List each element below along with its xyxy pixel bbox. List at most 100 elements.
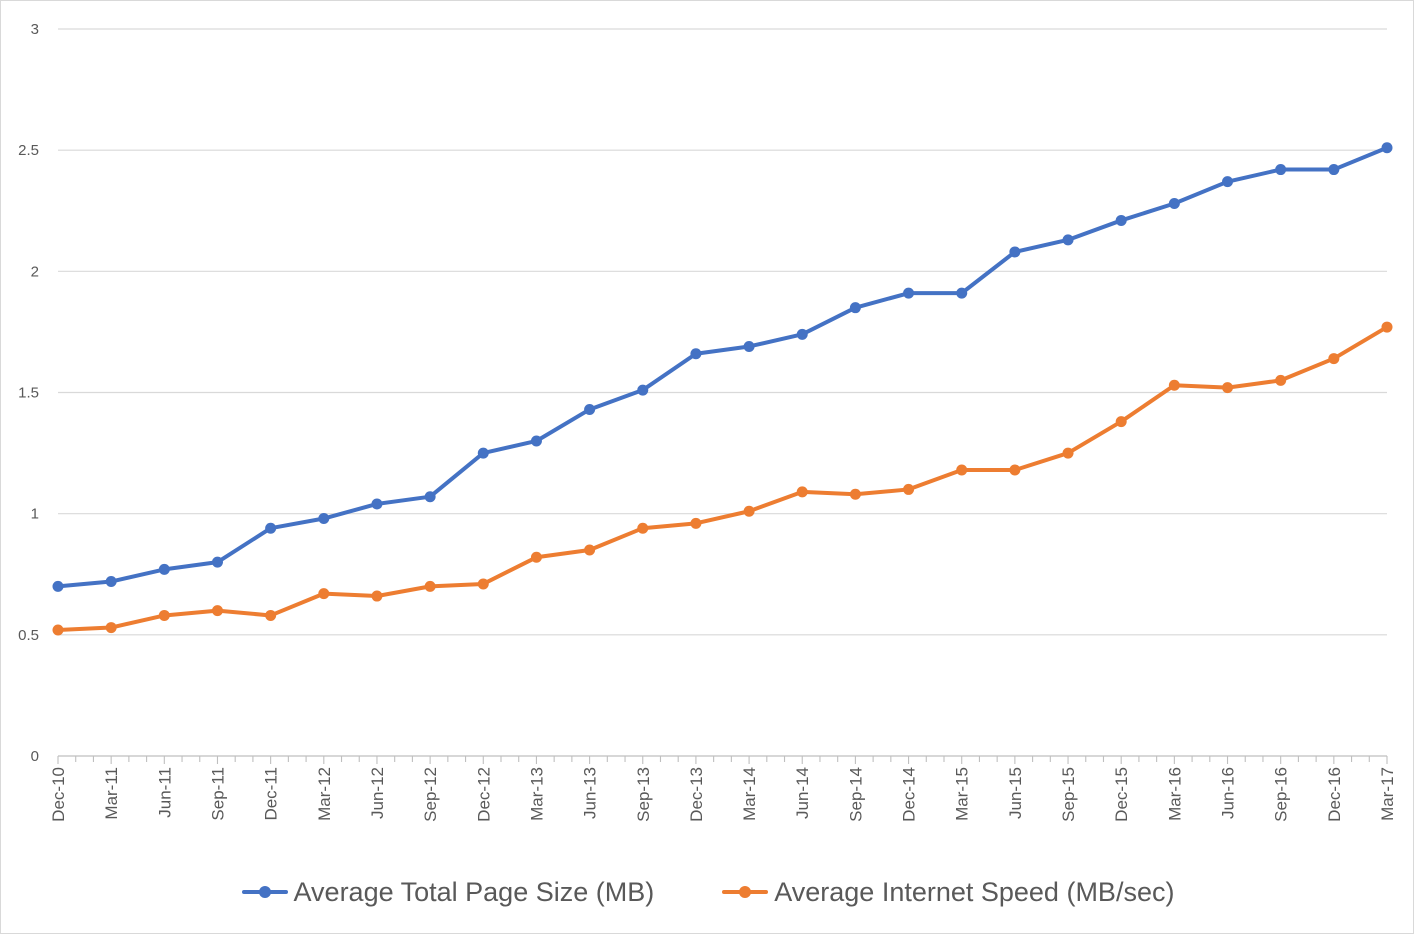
y-tick-label: 2.5 [18,142,39,159]
x-tick-label: Sep-13 [634,767,653,822]
data-point [690,517,702,529]
data-point [158,609,170,621]
x-tick-label: Jun-12 [368,767,387,819]
data-point [584,544,596,556]
data-point [743,505,755,517]
data-point [1009,464,1021,476]
data-point [584,403,596,415]
x-tick-label: Dec-11 [262,767,281,821]
x-tick-label: Jun-15 [1006,767,1025,819]
data-point [1222,176,1234,188]
x-tick-label: Dec-14 [900,767,919,822]
x-tick-label: Sep-14 [846,767,865,822]
x-tick-label: Jun-16 [1219,767,1238,819]
legend-entry-internet-speed: Average Internet Speed (MB/sec) [722,877,1174,908]
data-point [530,551,542,563]
line-chart: 0 0.5 1 1.5 2 2.5 3 Dec-10 Mar-11 Jun-11 Sep-11 Dec… [18,21,1397,822]
gridlines [58,28,1387,636]
data-point [1222,382,1234,394]
data-point [690,348,702,360]
data-point [477,447,489,459]
data-point [1328,353,1340,365]
legend-label-internet-speed: Average Internet Speed (MB/sec) [774,876,1175,907]
legend: Average Total Page Size (MB) Average Int… [1,869,1414,915]
y-tick-label: 2 [31,263,39,280]
x-tick-label: Jun-14 [793,767,812,819]
data-point [52,624,64,636]
y-tick-label: 0 [31,748,39,765]
x-tick-label: Mar-17 [1378,767,1397,821]
data-point [1115,416,1127,428]
series-line [56,325,1389,632]
legend-entry-page-size: Average Total Page Size (MB) [241,876,655,908]
data-point [371,590,383,602]
data-point [371,498,383,510]
data-point [956,464,968,476]
x-tick-label: Sep-11 [208,767,227,821]
y-tick-label: 3 [31,21,39,38]
series-0 [52,142,1393,592]
data-point [956,287,968,299]
data-point [1062,447,1074,459]
data-point [530,435,542,447]
y-tick-label: 1.5 [18,385,39,402]
data-point [211,556,223,568]
data-point [903,287,915,299]
x-tick-label: Mar-13 [527,767,546,821]
data-point [1328,164,1340,176]
x-tick-label: Dec-10 [49,767,68,822]
data-point [903,483,915,495]
x-tick-label: Jun-13 [581,767,600,819]
data-point [849,488,861,500]
data-point [265,609,277,621]
data-point [637,384,649,396]
x-tick-label: Dec-16 [1325,767,1344,822]
data-point [1062,234,1074,246]
data-point [637,522,649,534]
data-point [1275,374,1287,386]
data-point [158,563,170,575]
x-tick-label: Sep-12 [421,767,440,822]
data-point [318,588,330,600]
x-tick-label: Dec-15 [1112,767,1131,822]
data-point [1168,197,1180,209]
data-point [52,580,64,592]
data-point [265,522,277,534]
series-group [52,142,1393,636]
x-tick-label: Jun-11 [155,767,174,818]
x-tick-label: Mar-15 [953,767,972,821]
axes: 0 0.5 1 1.5 2 2.5 3 Dec-10 Mar-11 Jun-11 Sep-11 Dec… [18,21,1397,822]
y-tick-label: 1 [31,506,39,523]
data-point [1168,379,1180,391]
data-point [796,328,808,340]
data-point [424,491,436,503]
data-point [424,580,436,592]
data-point [477,578,489,590]
x-tick-label: Sep-15 [1059,767,1078,822]
x-tick-label: Mar-12 [315,767,334,821]
series-1 [52,321,1393,636]
data-point [1381,321,1393,333]
legend-swatch-marker [739,886,752,898]
data-point [1009,246,1021,258]
legend-swatch-marker [258,886,271,898]
data-point [849,302,861,314]
legend-swatch-page-size [241,882,288,902]
data-point [743,340,755,352]
legend-label-page-size: Average Total Page Size (MB) [293,876,655,907]
data-point [796,486,808,498]
data-point [105,576,117,588]
x-tick-label: Dec-12 [474,767,493,822]
data-point [318,513,330,525]
data-point [1115,214,1127,226]
x-tick-label: Mar-16 [1165,767,1184,821]
data-point [1275,164,1287,176]
data-point [211,605,223,617]
data-point [1381,142,1393,154]
data-point [105,622,117,634]
series-line [56,145,1389,589]
legend-swatch-internet-speed [722,882,769,902]
y-tick-label: 0.5 [18,627,39,644]
x-tick-label: Sep-16 [1272,767,1291,822]
